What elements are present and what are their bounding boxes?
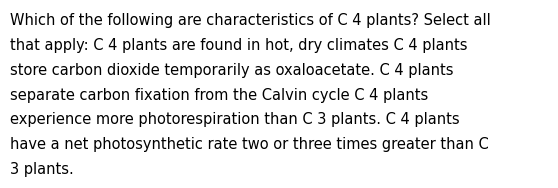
Text: Which of the following are characteristics of C 4 plants? Select all: Which of the following are characteristi…: [10, 13, 491, 28]
Text: store carbon dioxide temporarily as oxaloacetate. C 4 plants: store carbon dioxide temporarily as oxal…: [10, 63, 454, 78]
Text: experience more photorespiration than C 3 plants. C 4 plants: experience more photorespiration than C …: [10, 112, 460, 127]
Text: separate carbon fixation from the Calvin cycle C 4 plants: separate carbon fixation from the Calvin…: [10, 88, 429, 103]
Text: 3 plants.: 3 plants.: [10, 162, 74, 177]
Text: have a net photosynthetic rate two or three times greater than C: have a net photosynthetic rate two or th…: [10, 137, 489, 152]
Text: that apply: C 4 plants are found in hot, dry climates C 4 plants: that apply: C 4 plants are found in hot,…: [10, 38, 468, 53]
